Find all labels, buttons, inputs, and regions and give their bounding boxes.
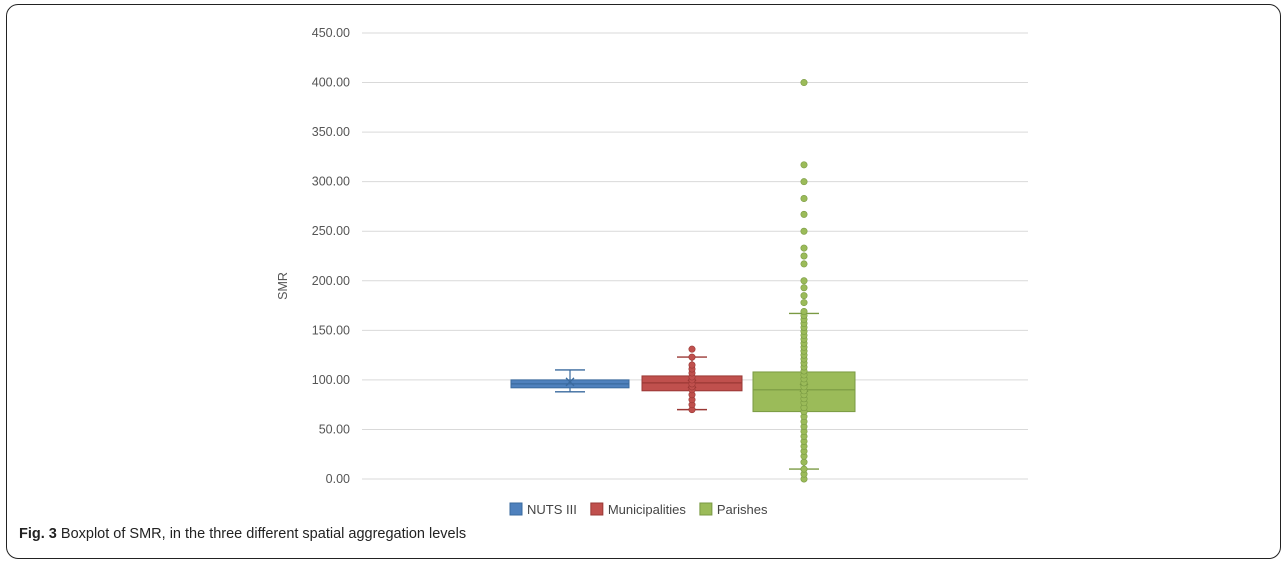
- figure-caption: Fig. 3 Boxplot of SMR, in the three diff…: [19, 526, 466, 542]
- y-axis-ticks: 0.00 50.00 100.00 150.00 200.00 250.00 300.00 3…: [312, 26, 350, 486]
- data-point: [800, 244, 808, 252]
- boxplot-series: [510, 79, 856, 483]
- y-tick-label: 350.00: [312, 125, 350, 139]
- legend-item-municipalities: Municipalities: [590, 502, 687, 517]
- data-point: [688, 345, 696, 353]
- y-tick-label: 100.00: [312, 373, 350, 387]
- box-nuts-iii: [510, 369, 630, 393]
- data-point: [800, 292, 808, 300]
- legend-item-parishes: Parishes: [699, 502, 768, 517]
- y-tick-label: 150.00: [312, 323, 350, 337]
- data-point: [800, 178, 808, 186]
- data-point: [800, 284, 808, 292]
- y-tick-label: 450.00: [312, 26, 350, 40]
- data-point: [800, 308, 808, 316]
- y-axis-label: SMR: [276, 272, 290, 300]
- figure-frame: [6, 4, 1281, 559]
- legend-label: Parishes: [717, 502, 768, 517]
- data-point: [800, 79, 808, 87]
- y-tick-label: 50.00: [319, 422, 350, 436]
- data-point: [800, 161, 808, 169]
- box-parishes: [752, 79, 856, 483]
- legend-swatch: [590, 502, 604, 516]
- data-point: [800, 458, 808, 466]
- data-point: [800, 465, 808, 473]
- legend-swatch: [699, 502, 713, 516]
- legend-swatch: [509, 502, 523, 516]
- y-tick-label: 200.00: [312, 274, 350, 288]
- legend-label: Municipalities: [608, 502, 687, 517]
- legend-item-nuts-iii: NUTS III: [509, 502, 577, 517]
- data-point: [800, 195, 808, 203]
- data-point: [800, 252, 808, 260]
- y-tick-label: 300.00: [312, 175, 350, 189]
- legend-label: NUTS III: [527, 502, 577, 517]
- data-point: [800, 210, 808, 218]
- mean-marker: [565, 377, 575, 387]
- y-tick-label: 0.00: [326, 472, 350, 486]
- data-point: [800, 277, 808, 285]
- data-point: [688, 361, 696, 369]
- legend: NUTS III Municipalities Parishes: [509, 502, 768, 517]
- box-municipalities: [641, 345, 743, 414]
- data-point: [688, 353, 696, 361]
- y-tick-label: 250.00: [312, 224, 350, 238]
- figure-label: Fig. 3: [19, 526, 57, 542]
- data-point: [800, 299, 808, 307]
- figure-caption-text: Boxplot of SMR, in the three different s…: [60, 526, 467, 542]
- gridlines: [362, 32, 1028, 480]
- y-tick-label: 400.00: [312, 76, 350, 90]
- data-point: [800, 260, 808, 268]
- data-point: [800, 227, 808, 235]
